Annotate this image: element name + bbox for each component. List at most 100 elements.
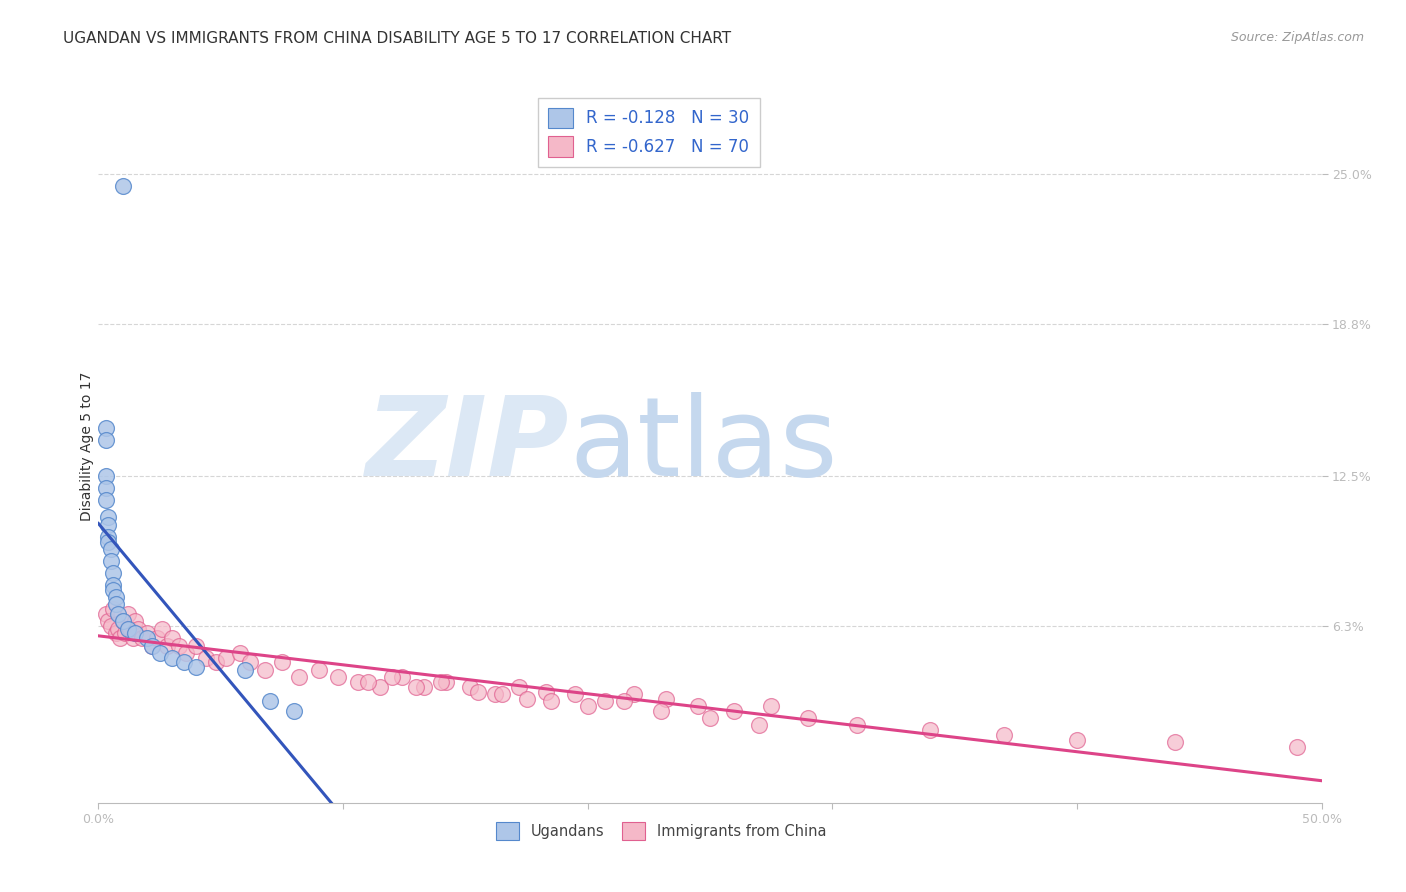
Point [97, 530, 120, 544]
Point [381, 670, 404, 684]
Point [467, 684, 489, 698]
Point [150, 622, 173, 636]
Text: Source: ZipAtlas.com: Source: ZipAtlas.com [1230, 31, 1364, 45]
Point [114, 626, 136, 640]
Point [94, 421, 117, 435]
Point [117, 607, 139, 621]
Point [686, 699, 709, 714]
Point [214, 650, 236, 665]
Point [146, 632, 169, 646]
Point [110, 632, 132, 646]
Point [239, 656, 262, 670]
Point [100, 619, 122, 633]
Point [346, 674, 368, 689]
Point [136, 632, 159, 646]
Point [124, 615, 146, 629]
Point [259, 694, 281, 708]
Point [97, 534, 120, 549]
Point [253, 663, 276, 677]
Legend: Ugandans, Immigrants from China: Ugandans, Immigrants from China [489, 816, 832, 846]
Point [94, 493, 117, 508]
Point [484, 687, 506, 701]
Point [412, 680, 434, 694]
Point [623, 687, 645, 701]
Point [391, 670, 413, 684]
Point [186, 660, 208, 674]
Point [141, 639, 163, 653]
Point [127, 622, 149, 636]
Text: ZIP: ZIP [366, 392, 569, 500]
Point [845, 718, 868, 732]
Point [120, 622, 142, 636]
Point [121, 632, 143, 646]
Point [205, 656, 228, 670]
Point [288, 670, 311, 684]
Point [920, 723, 942, 738]
Point [107, 622, 129, 636]
Point [111, 615, 134, 629]
Point [149, 646, 172, 660]
Point [101, 578, 124, 592]
Point [723, 704, 745, 718]
Point [97, 510, 120, 524]
Point [434, 674, 457, 689]
Point [534, 684, 557, 698]
Point [650, 704, 672, 718]
Point [229, 646, 252, 660]
Point [111, 615, 134, 629]
Point [993, 728, 1015, 742]
Point [430, 674, 453, 689]
Point [94, 481, 117, 495]
Point [94, 433, 117, 447]
Point [655, 691, 678, 706]
Point [368, 680, 391, 694]
Point [699, 711, 721, 725]
Text: atlas: atlas [569, 392, 838, 500]
Point [405, 680, 427, 694]
Point [94, 607, 117, 621]
Point [107, 607, 129, 621]
Point [508, 680, 530, 694]
Point [97, 615, 120, 629]
Point [761, 699, 783, 714]
Point [111, 178, 134, 193]
Point [117, 622, 139, 636]
Point [167, 639, 190, 653]
Point [1164, 735, 1187, 749]
Point [1066, 732, 1088, 747]
Point [173, 656, 195, 670]
Point [160, 650, 183, 665]
Point [136, 626, 159, 640]
Point [593, 694, 616, 708]
Point [186, 639, 208, 653]
Point [797, 711, 820, 725]
Point [515, 691, 537, 706]
Point [308, 663, 330, 677]
Y-axis label: Disability Age 5 to 17: Disability Age 5 to 17 [80, 371, 94, 521]
Point [356, 674, 378, 689]
Point [131, 632, 153, 646]
Point [124, 626, 146, 640]
Point [104, 590, 127, 604]
Point [160, 632, 183, 646]
Point [328, 670, 350, 684]
Point [576, 699, 599, 714]
Point [100, 554, 122, 568]
Point [156, 639, 179, 653]
Point [101, 566, 124, 580]
Point [748, 718, 770, 732]
Point [270, 656, 294, 670]
Point [94, 469, 117, 483]
Point [141, 639, 163, 653]
Point [564, 687, 586, 701]
Point [458, 680, 481, 694]
Point [233, 663, 256, 677]
Point [613, 694, 636, 708]
Point [97, 517, 120, 532]
Point [540, 694, 562, 708]
Point [491, 687, 513, 701]
Point [100, 541, 122, 556]
Point [195, 650, 218, 665]
Point [101, 602, 124, 616]
Point [104, 598, 127, 612]
